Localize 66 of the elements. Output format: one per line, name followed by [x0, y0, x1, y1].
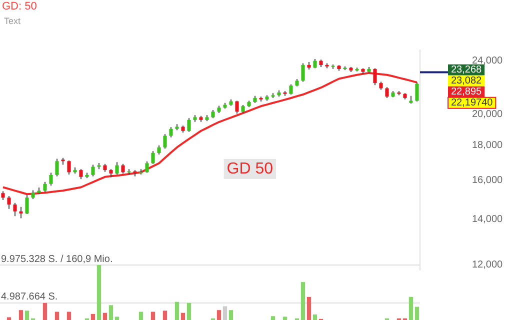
- candlestick: [145, 160, 149, 174]
- bar: [90, 314, 96, 320]
- candlestick: [157, 144, 161, 155]
- bar: [408, 296, 414, 320]
- bar: [102, 312, 108, 320]
- ref-line-label: 9.975.328 S. / 160,9 Mio.: [1, 254, 113, 265]
- y-tick-label: 12,000: [472, 259, 504, 270]
- candlestick: [289, 84, 293, 96]
- candlestick: [121, 163, 125, 174]
- annotation: 22,895: [451, 86, 482, 98]
- bar: [150, 312, 156, 320]
- text: GD 50: [226, 160, 274, 178]
- bar: [108, 305, 114, 320]
- chart-title: GD: 50: [2, 0, 37, 13]
- candlestick: [67, 160, 71, 176]
- text: 22,19740: [451, 98, 494, 109]
- candlestick: [415, 82, 419, 102]
- candlestick: [13, 202, 17, 217]
- candlestick: [55, 158, 59, 177]
- candlestick: [49, 172, 53, 186]
- y-tick-label: 14,000: [472, 214, 504, 225]
- bar: [174, 302, 180, 320]
- candlestick: [79, 168, 83, 180]
- bar: [216, 310, 222, 320]
- bar: [300, 282, 306, 320]
- bar: [222, 306, 228, 320]
- candlestick: [19, 206, 23, 219]
- bar: [180, 312, 186, 320]
- bar: [270, 316, 276, 320]
- candlestick: [373, 68, 377, 86]
- candlestick: [7, 196, 11, 210]
- bar: [66, 312, 72, 320]
- ref-line-label: 23,082: [451, 76, 482, 87]
- candlestick: [169, 126, 173, 138]
- bar: [54, 312, 60, 320]
- candlestick: [163, 134, 167, 150]
- candlestick: [115, 162, 119, 176]
- y-tick-label: 24,000: [472, 56, 504, 67]
- bar: [282, 316, 288, 320]
- bar: [306, 296, 312, 320]
- bar: [138, 312, 144, 320]
- candlestick: [25, 194, 29, 215]
- y-tick-label: 16,000: [472, 174, 504, 186]
- bar: [18, 310, 24, 320]
- bar: [24, 310, 30, 320]
- candlestick: [151, 150, 155, 164]
- chart-subtitle: Text: [4, 16, 22, 26]
- bar: [162, 310, 168, 320]
- bar: [42, 302, 48, 320]
- candlestick: [313, 58, 317, 69]
- candlestick: [385, 86, 389, 98]
- y-tick-label: 18,000: [472, 140, 504, 152]
- ref-line-label: 4.987.664 S.: [1, 292, 58, 303]
- bar: [228, 310, 234, 320]
- candlestick: [301, 62, 305, 82]
- bar: [186, 302, 192, 320]
- candlestick: [235, 100, 239, 114]
- candlestick: [91, 164, 95, 177]
- y-tick-label: 20,000: [472, 109, 504, 120]
- bar: [312, 314, 318, 320]
- bar: [96, 265, 102, 320]
- candlestick: [187, 118, 191, 132]
- candlestick: [43, 181, 47, 193]
- bar: [414, 306, 420, 320]
- bar: [114, 316, 120, 320]
- annotation: 23,268: [451, 64, 482, 76]
